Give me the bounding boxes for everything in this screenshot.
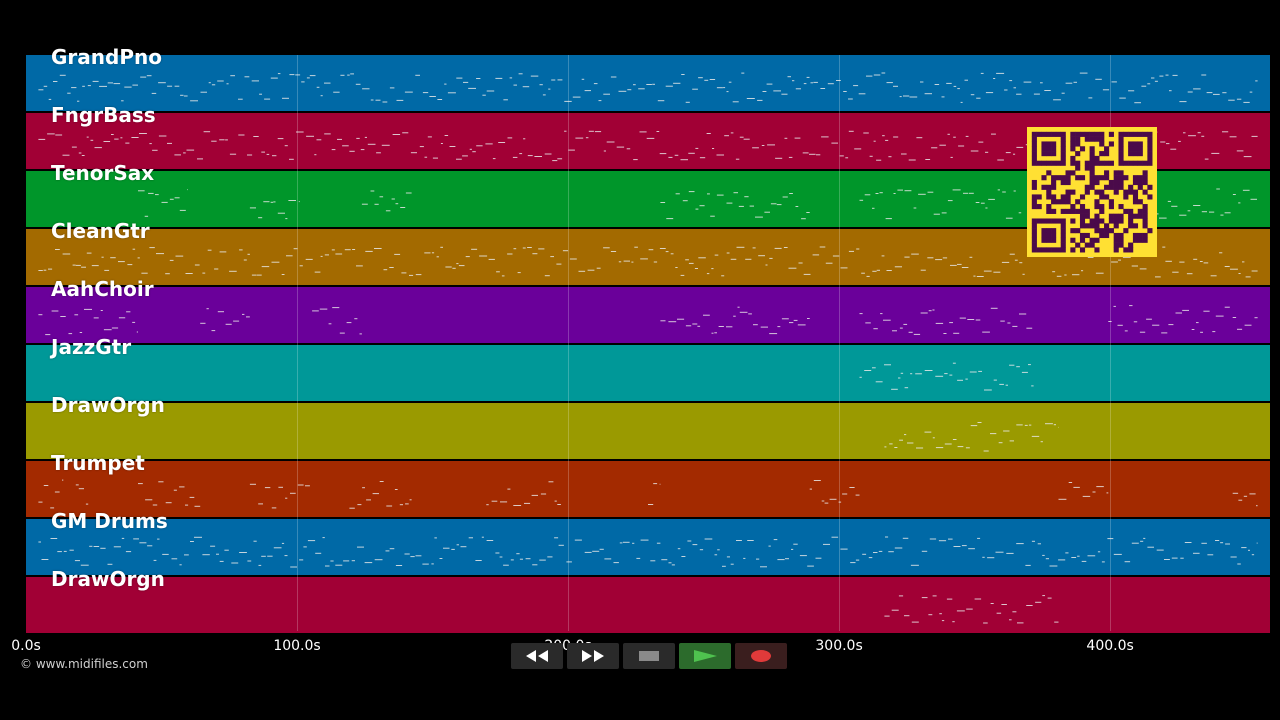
record-button[interactable]	[735, 643, 787, 669]
fast-forward-button[interactable]	[567, 643, 619, 669]
time-tick-label: 300.0s	[815, 638, 863, 654]
qr-code	[1027, 127, 1157, 257]
note-roll	[884, 595, 1059, 624]
stop-button[interactable]	[623, 643, 675, 669]
track-name: Trumpet	[51, 451, 145, 475]
qr-code-image	[1031, 131, 1153, 253]
track-lane: DrawOrgn	[26, 393, 1270, 459]
stop-icon	[639, 651, 659, 661]
note-roll	[38, 479, 1258, 509]
track-name: FngrBass	[51, 103, 156, 127]
time-tick-label: 400.0s	[1086, 638, 1134, 654]
note-roll	[38, 536, 1258, 568]
track-lane: JazzGtr	[26, 335, 1270, 401]
rewind-button[interactable]	[511, 643, 563, 669]
track-lane: DrawOrgn	[26, 567, 1270, 633]
note-roll	[138, 188, 1257, 220]
track-lane: GM Drums	[26, 509, 1270, 575]
track-name: GrandPno	[51, 45, 162, 69]
time-tick-label: 100.0s	[273, 638, 321, 654]
record-icon	[751, 650, 771, 662]
track-name: DrawOrgn	[51, 567, 165, 591]
track-name: DrawOrgn	[51, 393, 165, 417]
play-button[interactable]	[679, 643, 731, 669]
fast-forward-icon	[582, 650, 604, 662]
track-name: TenorSax	[51, 161, 155, 185]
time-tick-label: 0.0s	[11, 638, 41, 654]
track-lane: Trumpet	[26, 451, 1270, 517]
transport-controls	[511, 643, 787, 669]
note-roll	[38, 72, 1258, 104]
note-roll	[884, 422, 1059, 452]
track-name: JazzGtr	[51, 335, 132, 359]
track-name: CleanGtr	[51, 219, 150, 243]
track-name: AahChoir	[51, 277, 154, 301]
track-lane: AahChoir	[26, 277, 1270, 343]
note-roll	[38, 305, 1258, 336]
rewind-icon	[526, 650, 548, 662]
track-lane: GrandPno	[26, 45, 1270, 111]
note-roll	[859, 362, 1034, 391]
note-roll	[38, 246, 1258, 278]
track-name: GM Drums	[51, 509, 168, 533]
copyright-text: © www.midifiles.com	[20, 657, 148, 671]
play-icon	[694, 650, 717, 662]
